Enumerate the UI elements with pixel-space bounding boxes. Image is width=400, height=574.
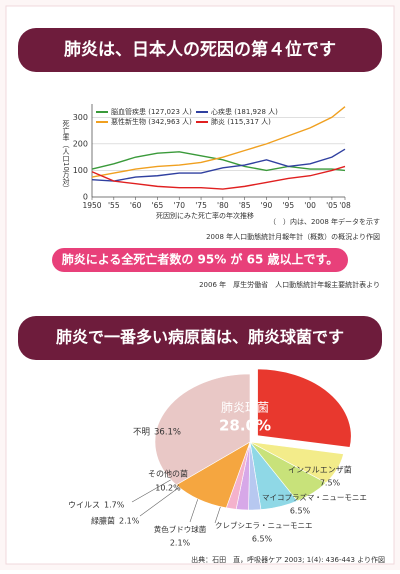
y-tick-label: 100 — [73, 166, 88, 175]
slice-label: ウイルス — [68, 501, 100, 510]
x-tick-label: '85 — [239, 201, 251, 210]
y-axis-label: 死亡率（人口10万対） — [62, 120, 70, 192]
header-title: 肺炎は、日本人の死因の第４位です — [64, 39, 336, 60]
source: 出典：石田 直，呼吸器ケア 2003; 1(4): 436-443 より作図 — [191, 555, 385, 564]
slice-label: 黄色ブドウ球菌 — [154, 524, 207, 534]
x-tick-label: 1950 — [82, 201, 101, 210]
legend-label: 脳血管疾患 (127,023 人) — [111, 107, 192, 116]
slice-label: 肺炎球菌 — [221, 401, 269, 415]
banner — [52, 248, 348, 272]
source: 2006 年 厚生労働省 人口動態統計年報主要統計表より — [199, 280, 380, 289]
header-title: 肺炎で一番多い病原菌は、肺炎球菌です — [56, 328, 344, 347]
x-tick-label: '70 — [173, 201, 185, 210]
x-tick-label: '00 — [304, 201, 316, 210]
slice-value: 2.1% — [119, 517, 140, 526]
slice-value: 10.2% — [155, 484, 181, 493]
line-series — [91, 151, 346, 172]
slice-value: 2.1% — [170, 539, 191, 548]
y-tick-label: 0 — [83, 193, 88, 202]
header-banner — [18, 316, 382, 360]
x-axis-label: 死因別にみた死亡率の年次推移 — [156, 211, 254, 220]
pie-slice — [255, 367, 353, 450]
pie-slice — [154, 373, 251, 486]
slice-label: その他の菌 — [148, 469, 188, 479]
slice-value: 7.5% — [320, 479, 341, 488]
legend-label: 肺炎 (115,317 人) — [211, 118, 271, 126]
line-series — [91, 165, 346, 190]
x-tick-label: '75 — [195, 201, 207, 210]
slice-label: マイコプラズマ・ニューモニエ — [262, 492, 367, 502]
x-tick-label: '80 — [217, 201, 229, 210]
slice-label: 緑膿菌 — [91, 516, 115, 526]
slice-value: 6.5% — [290, 507, 311, 516]
line-series — [91, 148, 346, 182]
slice-value: 28.0% — [219, 417, 271, 435]
slice-value: 1.7% — [104, 501, 125, 510]
x-tick-label: '55 — [108, 201, 120, 210]
slice-label: クレブシエラ・ニューモニエ — [215, 520, 313, 530]
slice-value: 6.5% — [252, 535, 273, 544]
x-tick-label: '95 — [282, 201, 294, 210]
x-tick-label: '90 — [261, 201, 273, 210]
legend-label: 悪性新生物 (342,963 人) — [111, 117, 192, 126]
banner-text: 肺炎による全死亡者数の 95% が 65 歳以上です。 — [62, 252, 339, 267]
source: 2008 年人口動態統計月報年計（概数）の概況より作図 — [206, 232, 380, 241]
line-series — [91, 106, 346, 178]
slice-label: インフルエンザ菌 — [288, 465, 352, 475]
slice-label: 不明 — [133, 428, 150, 438]
y-tick-label: 300 — [73, 113, 88, 122]
legend-label: 心疾患 (181,928 人) — [211, 107, 278, 116]
header-banner — [18, 28, 382, 72]
y-tick-label: 200 — [73, 139, 88, 148]
x-tick-label: '05 — [326, 201, 338, 210]
slice-value: 36.1% — [154, 428, 181, 438]
x-tick-label: '08 — [339, 201, 351, 210]
x-tick-label: '60 — [130, 201, 142, 210]
x-tick-label: '65 — [152, 201, 164, 210]
note: （ ）内は、2008 年データを示す — [269, 217, 380, 226]
